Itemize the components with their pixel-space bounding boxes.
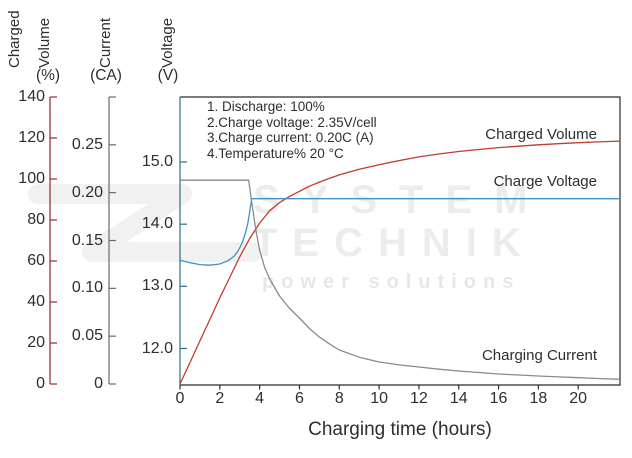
annotation-line-4: 4.Temperature% 20 °C [207,145,344,161]
current-tick-label: 0.15 [71,231,103,249]
charging-current-curve [180,179,621,380]
volume-tick-label: 140 [18,88,45,105]
charge-voltage-curve-label: Charge Voltage [493,173,597,190]
current-tick-label: 0.25 [71,135,103,153]
volume-tick-label: 100 [18,170,45,187]
volume-tick-label: 80 [27,211,45,228]
time-tick-label: 10 [370,390,388,407]
voltage-tick-label: 12.0 [141,339,173,357]
time-tick-label: 2 [215,390,225,407]
charged-volume-curve [179,140,621,385]
time-tick-label: 18 [529,390,548,407]
volume-axis-unit: (%) [35,67,61,84]
current-tick-label: 0.05 [71,327,103,345]
time-tick-label: 6 [295,390,304,407]
current-tick-label: 0 [94,375,103,392]
watermark-text-line1: SYSTEM [253,178,550,222]
current-tick-label: 0.10 [71,279,103,297]
charge-voltage-curve [179,198,620,266]
volume-tick-label: 20 [27,334,45,351]
charged-volume-curve-label: Charged Volume [485,126,597,143]
volume-tick-label: 120 [18,129,45,146]
annotation-line-1: 1. Discharge: 100% [207,99,325,114]
voltage-tick-label: 13.0 [141,277,173,295]
time-tick-label: 0 [175,390,185,407]
time-tick-label: 4 [255,390,265,407]
volume-tick-label: 40 [27,293,45,310]
current-tick-label: 0.20 [71,183,103,201]
time-tick-label: 16 [489,390,508,407]
watermark-text-line3: power solutions [262,271,521,293]
voltage-tick-label: 14.0 [141,215,173,233]
time-tick-label: 14 [449,390,468,407]
plot-border [180,96,621,386]
voltage-tick-label: 15.0 [141,153,173,170]
annotation-line-3: 3.Charge current: 0.20C (A) [207,130,374,145]
current-axis-unit: (CA) [90,67,122,84]
annotation-line-2: 2.Charge voltage: 2.35V/cell [207,114,377,130]
voltage-axis-unit: (V) [157,67,179,84]
time-tick-label: 8 [334,390,344,407]
volume-tick-label: 60 [27,252,45,269]
annotation-block: 1. Discharge: 100% 2.Charge voltage: 2.3… [207,99,377,161]
x-axis-title: Charging time (hours) [308,419,492,440]
charging-current-curve-label: Charging Current [481,347,597,364]
volume-tick-label: 0 [36,375,45,392]
time-tick-label: 20 [569,390,588,407]
watermark-text-line2: TECHNIK [253,221,536,265]
time-tick-label: 12 [410,390,428,407]
